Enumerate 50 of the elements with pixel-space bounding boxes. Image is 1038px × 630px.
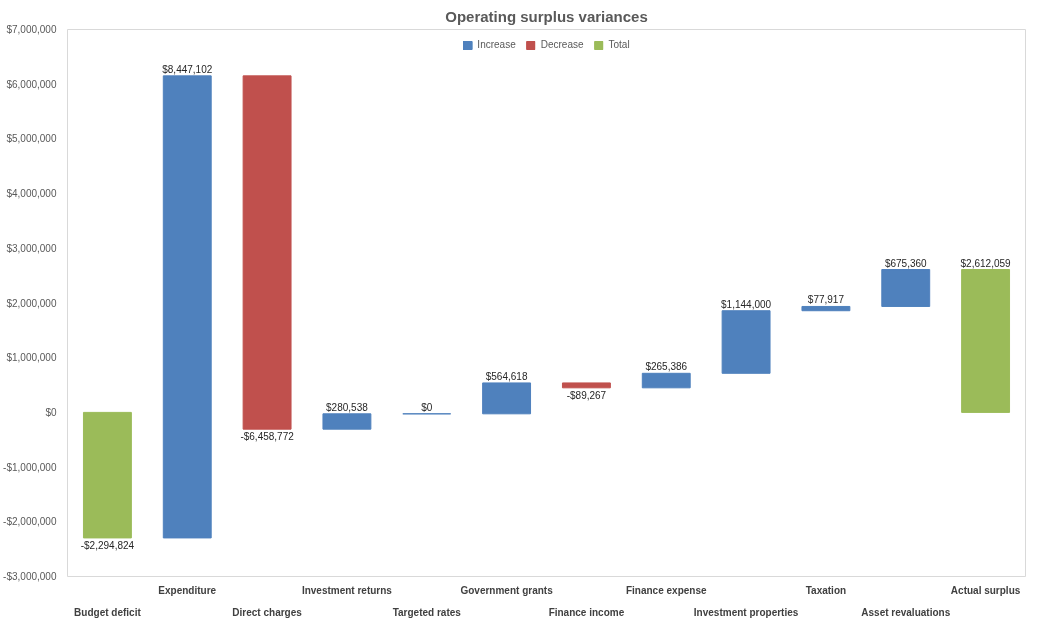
y-tick-label: $2,000,000 [6,297,57,309]
legend-label: Increase [477,39,516,50]
text: $675,360 [884,257,927,269]
text: $2,612,059 [960,257,1011,269]
y-tick-label: $6,000,000 [6,78,57,90]
x-tick-label: Finance expense [625,584,707,596]
bar [242,75,292,430]
x-tick-label: Government grants [460,584,554,596]
bar [641,372,691,389]
text: -$6,458,772 [240,431,294,443]
legend-label: Decrease [540,39,584,50]
text: $1,144,000 [721,298,772,310]
text: -$89,267 [566,389,607,401]
text: $564,618 [485,370,528,382]
x-tick-label: Finance income [548,606,625,618]
text: $0 [421,401,433,413]
x-tick-label: Investment returns [301,584,393,596]
y-tick-label: $1,000,000 [6,352,57,364]
y-tick-label: -$3,000,000 [3,571,57,582]
bar [881,269,931,307]
y-tick-label: -$1,000,000 [3,461,57,473]
y-tick-label: $3,000,000 [6,242,57,254]
y-tick-label: -$2,000,000 [3,516,57,528]
x-tick-label: Taxation [805,584,847,596]
bar [561,382,611,389]
y-tick-label: $0 [45,406,57,418]
chart-title: Operating surplus variances [445,7,648,25]
text: $265,386 [645,361,688,373]
bar [801,305,851,312]
y-tick-label: $7,000,000 [6,24,57,35]
text: -$2,294,824 [80,539,135,551]
bar [961,269,1011,413]
x-tick-label: Actual surplus [950,584,1021,596]
x-tick-label: Investment properties [693,606,799,618]
x-tick-label: Direct charges [232,606,303,618]
text: $280,538 [326,401,368,413]
y-tick-label: $5,000,000 [6,133,57,145]
legend-label: Total [608,39,630,50]
x-tick-label: Expenditure [158,584,217,596]
text: $77,917 [807,294,844,306]
x-tick-label: Asset revaluations [861,606,951,618]
bar [721,310,771,374]
bar [482,382,532,415]
bar [322,413,372,430]
bar [82,411,132,539]
y-tick-label: $4,000,000 [6,188,57,200]
x-tick-label: Budget deficit [74,606,142,618]
bar [162,75,212,539]
text: $8,447,102 [162,63,213,75]
x-tick-label: Targeted rates [392,606,462,618]
